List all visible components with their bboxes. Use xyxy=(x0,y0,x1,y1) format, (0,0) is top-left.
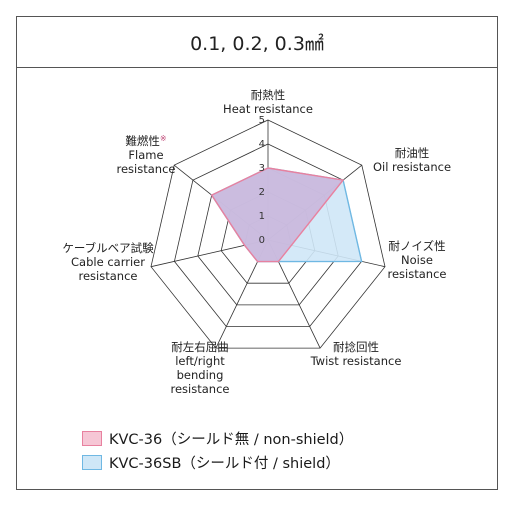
axis-label: 耐熱性 Heat resistance xyxy=(223,88,313,116)
legend-swatch-non-shield xyxy=(82,430,102,446)
series-non-shield-area xyxy=(210,167,345,263)
scale-tick-label: 3 xyxy=(259,163,265,174)
legend-label: KVC-36（シールド無 / non-shield） xyxy=(109,431,354,448)
legend-item: KVC-36SB（シールド付 / shield） xyxy=(82,450,353,474)
legend-label: KVC-36SB（シールド付 / shield） xyxy=(109,455,340,472)
chart-frame: 0.1, 0.2, 0.3㎟ xyxy=(16,16,498,490)
scale-tick-label: 0 xyxy=(259,235,265,246)
axis-label: 耐油性 Oil resistance xyxy=(373,146,451,174)
scale-tick-label: 5 xyxy=(259,115,265,126)
axis-label: ケーブルベア試験 Cable carrier resistance xyxy=(62,241,154,283)
axis-label: 耐ノイズ性 Noise resistance xyxy=(388,239,447,281)
axis-label: 耐左右屈曲 left/right bending resistance xyxy=(171,340,230,396)
grid-ring xyxy=(150,119,386,349)
scale-tick-label: 1 xyxy=(259,211,265,222)
axis-label: 難燃性※ Flame resistance xyxy=(117,134,176,176)
legend-swatch-shield xyxy=(82,454,102,470)
scale-tick-label: 2 xyxy=(259,187,265,198)
legend: KVC-36（シールド無 / non-shield） KVC-36SB（シールド… xyxy=(82,426,353,474)
axis-label: 耐捻回性 Twist resistance xyxy=(310,340,402,368)
page-title: 0.1, 0.2, 0.3㎟ xyxy=(17,17,497,68)
scale-tick-label: 4 xyxy=(259,139,265,150)
legend-item: KVC-36（シールド無 / non-shield） xyxy=(82,426,353,450)
